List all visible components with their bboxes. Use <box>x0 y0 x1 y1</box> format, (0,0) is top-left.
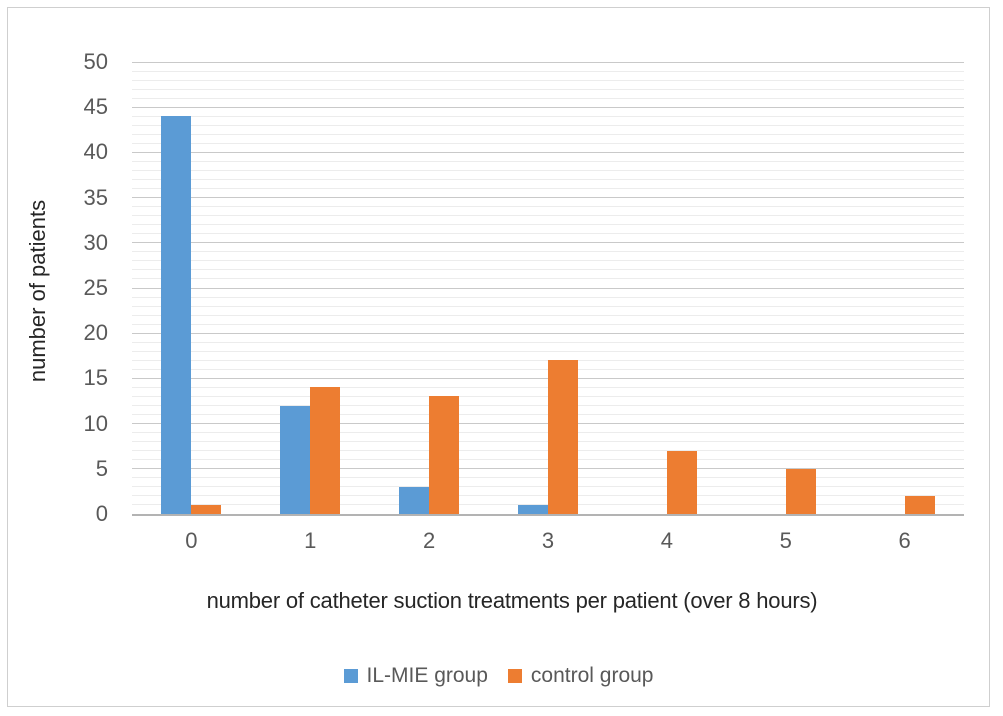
minor-gridline <box>132 206 964 208</box>
minor-gridline <box>132 142 964 144</box>
legend-label: control group <box>530 664 654 687</box>
minor-gridline <box>132 233 964 235</box>
minor-gridline <box>132 115 964 117</box>
minor-gridline <box>132 179 964 181</box>
plot-area <box>132 61 964 516</box>
major-gridline <box>132 106 964 108</box>
y-axis-tick-labels: 0 5 10 15 20 25 30 35 40 45 50 <box>8 49 108 526</box>
minor-gridline <box>132 215 964 217</box>
legend: IL-MIE group control group <box>8 664 989 688</box>
y-tick-label: 40 <box>83 139 108 165</box>
y-tick-label: 15 <box>83 365 108 391</box>
bar-il-mie-group-x1 <box>280 405 311 514</box>
y-tick-label: 25 <box>83 275 108 300</box>
chart-border: number of patients 0 5 10 15 20 25 30 35 40 45 50 … <box>7 7 990 707</box>
y-tick-label: 20 <box>83 320 108 346</box>
minor-gridline <box>132 251 964 253</box>
minor-gridline <box>132 323 964 325</box>
y-tick-label: 0 <box>95 501 108 526</box>
major-gridline <box>132 332 964 334</box>
x-tick-label: 3 <box>541 528 555 553</box>
minor-gridline <box>132 305 964 307</box>
minor-gridline <box>132 79 964 81</box>
y-tick-label: 5 <box>95 455 108 481</box>
minor-gridline <box>132 124 964 126</box>
y-tick-label: 30 <box>83 229 108 255</box>
legend-item-control-group: control group <box>507 664 654 688</box>
minor-gridline <box>132 341 964 343</box>
major-gridline <box>132 151 964 153</box>
minor-gridline <box>132 350 964 352</box>
minor-gridline <box>132 169 964 171</box>
minor-gridline <box>132 224 964 226</box>
x-tick-label: 6 <box>898 528 911 553</box>
major-gridline <box>132 287 964 289</box>
minor-gridline <box>132 278 964 280</box>
major-gridline <box>132 61 964 63</box>
legend-swatch-icon <box>507 669 522 683</box>
minor-gridline <box>132 160 964 162</box>
minor-gridline <box>132 88 964 90</box>
minor-gridline <box>132 314 964 316</box>
bar-control-group-x4 <box>666 450 697 514</box>
x-axis-tick-labels: 0 1 2 3 4 5 6 <box>132 528 964 560</box>
minor-gridline <box>132 296 964 298</box>
y-tick-label: 50 <box>83 49 108 74</box>
y-tick-label: 35 <box>83 184 108 210</box>
bar-il-mie-group-x0 <box>161 116 192 514</box>
legend-label: IL-MIE group <box>366 664 488 687</box>
minor-gridline <box>132 188 964 190</box>
bar-control-group-x0 <box>191 504 222 514</box>
x-tick-label: 2 <box>423 528 436 553</box>
x-tick-label: 4 <box>660 528 673 553</box>
bar-il-mie-group-x2 <box>399 486 430 514</box>
minor-gridline <box>132 260 964 262</box>
x-tick-label: 1 <box>304 528 317 553</box>
bar-il-mie-group-x3 <box>518 504 548 514</box>
y-tick-label: 10 <box>83 410 108 436</box>
minor-gridline <box>132 70 964 72</box>
bar-control-group-x5 <box>785 468 816 514</box>
legend-swatch-icon <box>343 669 358 683</box>
bar-control-group-x1 <box>310 387 341 514</box>
minor-gridline <box>132 269 964 271</box>
y-tick-label: 45 <box>83 94 108 120</box>
minor-gridline <box>132 97 964 99</box>
major-gridline <box>132 197 964 199</box>
x-tick-label: 5 <box>779 528 792 553</box>
legend-item-il-mie-group: IL-MIE group <box>343 664 488 688</box>
x-tick-label: 0 <box>185 528 198 553</box>
bar-control-group-x3 <box>548 360 578 514</box>
minor-gridline <box>132 133 964 135</box>
bar-control-group-x6 <box>904 495 935 514</box>
major-gridline <box>132 242 964 244</box>
x-axis-title: number of catheter suction treatments pe… <box>206 588 818 613</box>
bar-control-group-x2 <box>429 396 460 514</box>
